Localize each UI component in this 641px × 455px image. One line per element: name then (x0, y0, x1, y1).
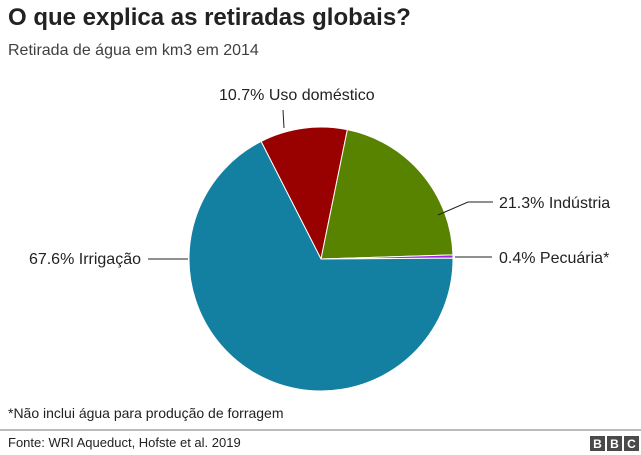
leader-line-uso-domestico (282, 109, 285, 129)
divider (0, 429, 641, 431)
chart-subtitle: Retirada de água em km3 em 2014 (8, 42, 259, 59)
chart-title: O que explica as retiradas globais? (8, 4, 411, 31)
footnote: *Não inclui água para produção de forrag… (8, 405, 284, 421)
label-pecuaria: 0.4% Pecuária* (499, 250, 609, 267)
label-uso-domestico: 10.7% Uso doméstico (219, 87, 375, 104)
leader-line-industria (437, 201, 493, 216)
source: Fonte: WRI Aqueduct, Hofste et al. 2019 (8, 435, 241, 450)
pie-slice-usodomstico (260, 126, 348, 261)
pie-slice-irrigao (188, 140, 454, 392)
label-irrigacao: 67.6% Irrigação (29, 251, 141, 268)
label-industria: 21.3% Indústria (499, 195, 610, 212)
logo-letter: B (590, 436, 605, 451)
bbc-logo: B B C (590, 436, 639, 451)
logo-letter: C (624, 436, 639, 451)
logo-letter: B (607, 436, 622, 451)
pie-slice-indstria (320, 129, 454, 260)
